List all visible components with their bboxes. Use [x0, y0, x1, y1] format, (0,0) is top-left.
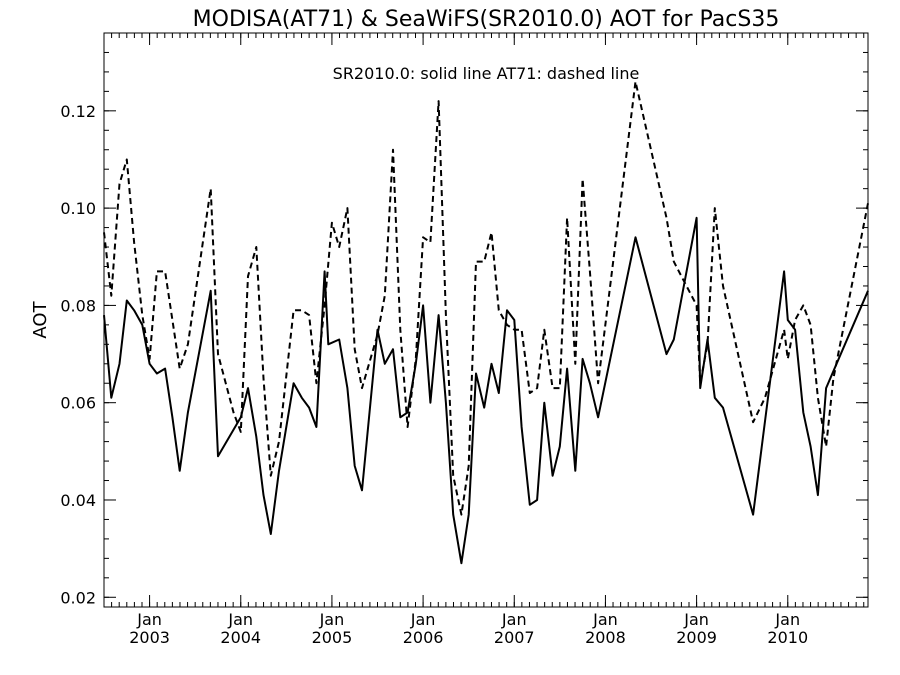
- x-tick-month-label: Jan: [501, 610, 527, 629]
- y-axis: 0.02 0.04 0.06 0.08 0.10 0.12: [60, 51, 868, 607]
- y-tick-label: 0.06: [60, 394, 96, 413]
- x-axis: Jan2003Jan2004Jan2005Jan2006Jan2007Jan20…: [103, 33, 865, 647]
- x-tick-year-label: 2010: [767, 628, 808, 647]
- series-line-solid: [103, 216, 869, 565]
- y-tick-label: 0.10: [60, 199, 96, 218]
- x-tick-year-label: 2009: [676, 628, 717, 647]
- x-tick-month-label: Jan: [410, 610, 436, 629]
- y-tick-label: 0.02: [60, 588, 96, 607]
- x-tick-year-label: 2006: [403, 628, 444, 647]
- x-tick-month-label: Jan: [683, 610, 709, 629]
- series-layer: [103, 80, 869, 565]
- x-tick-month-label: Jan: [136, 610, 162, 629]
- x-tick-year-label: 2004: [220, 628, 261, 647]
- y-tick-label: 0.12: [60, 102, 96, 121]
- x-tick-month-label: Jan: [774, 610, 800, 629]
- x-tick-year-label: 2007: [494, 628, 535, 647]
- x-tick-month-label: Jan: [319, 610, 345, 629]
- x-tick-year-label: 2008: [585, 628, 626, 647]
- series-legend-annotation: SR2010.0: solid line AT71: dashed line: [333, 64, 640, 83]
- chart-title: MODISA(AT71) & SeaWiFS(SR2010.0) AOT for…: [193, 7, 780, 32]
- x-tick-month-label: Jan: [592, 610, 618, 629]
- y-tick-label: 0.04: [60, 491, 96, 510]
- plot-frame: [103, 32, 869, 608]
- series-line-dashed: [103, 80, 869, 516]
- x-tick-year-label: 2003: [129, 628, 170, 647]
- x-tick-month-label: Jan: [227, 610, 253, 629]
- x-tick-year-label: 2005: [312, 628, 353, 647]
- y-tick-label: 0.08: [60, 296, 96, 315]
- y-axis-label: AOT: [30, 300, 51, 338]
